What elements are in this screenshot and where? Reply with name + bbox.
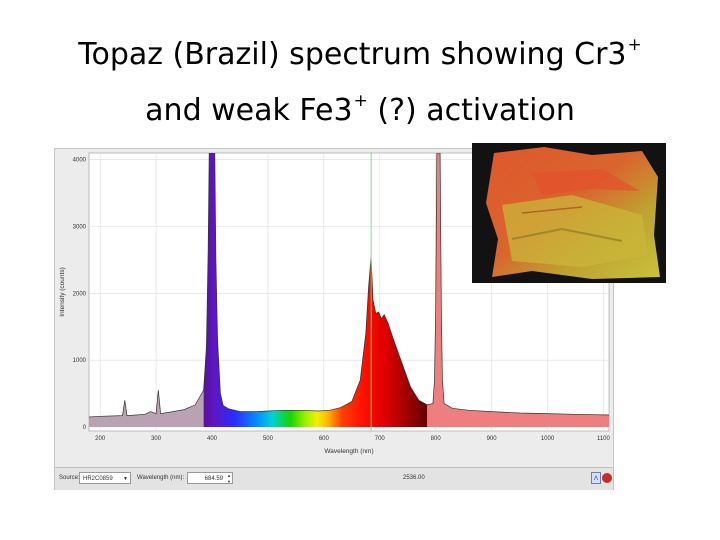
- x-tick-label: 800: [431, 436, 442, 442]
- source-label: Source:: [59, 475, 80, 481]
- chevron-down-icon: ▼: [123, 476, 128, 482]
- y-tick-label: 2000: [73, 291, 87, 297]
- topaz-fluorescence-photo: [472, 143, 666, 283]
- x-tick-label: 500: [263, 436, 274, 442]
- wavelength-input[interactable]: 684.59 ▲ ▼: [187, 472, 233, 484]
- title-line-1: Topaz (Brazil) spectrum showing Cr3+: [0, 22, 720, 78]
- x-axis-label: Wavelength (nm): [324, 448, 373, 455]
- spectrum-line: [89, 153, 609, 418]
- stop-icon[interactable]: [602, 473, 612, 483]
- uv-region-fill: [89, 390, 204, 427]
- x-tick-label: 300: [151, 436, 162, 442]
- title-line-1-text: Topaz (Brazil) spectrum showing Cr3: [78, 37, 627, 72]
- title-line-2-text: and weak Fe3: [145, 93, 353, 128]
- source-value: HR2C0859: [83, 476, 113, 482]
- wavelength-label: Wavelength (nm):: [137, 475, 185, 481]
- y-tick-label: 0: [83, 425, 87, 431]
- x-tick-label: 900: [487, 436, 498, 442]
- spinner-arrows-icon[interactable]: ▲ ▼: [227, 473, 231, 484]
- x-tick-label: 400: [207, 436, 218, 442]
- x-tick-label: 600: [319, 436, 330, 442]
- x-tick-label: 1100: [597, 436, 611, 442]
- title-line-2-rest: (?) activation: [367, 93, 575, 128]
- x-tick-label: 200: [95, 436, 106, 442]
- slide-title: Topaz (Brazil) spectrum showing Cr3+ and…: [0, 22, 720, 134]
- title-line-2-superscript: +: [353, 91, 368, 111]
- wavelength-value: 684.59: [204, 476, 223, 482]
- title-line-1-superscript: +: [627, 35, 642, 55]
- intensity-readout: 2536.00: [403, 475, 425, 481]
- spectrometer-toolbar: Source: HR2C0859 ▼ Wavelength (nm): 684.5…: [55, 467, 613, 490]
- x-tick-label: 700: [375, 436, 386, 442]
- y-axis-label: Intensity (counts): [59, 267, 66, 317]
- title-line-2: and weak Fe3+ (?) activation: [0, 78, 720, 134]
- y-tick-label: 1000: [73, 358, 87, 364]
- x-tick-label: 1000: [541, 436, 555, 442]
- scale-icon[interactable]: Λ: [591, 472, 601, 484]
- source-select[interactable]: HR2C0859 ▼: [79, 472, 131, 484]
- y-tick-label: 4000: [73, 158, 87, 164]
- y-tick-label: 3000: [73, 225, 87, 231]
